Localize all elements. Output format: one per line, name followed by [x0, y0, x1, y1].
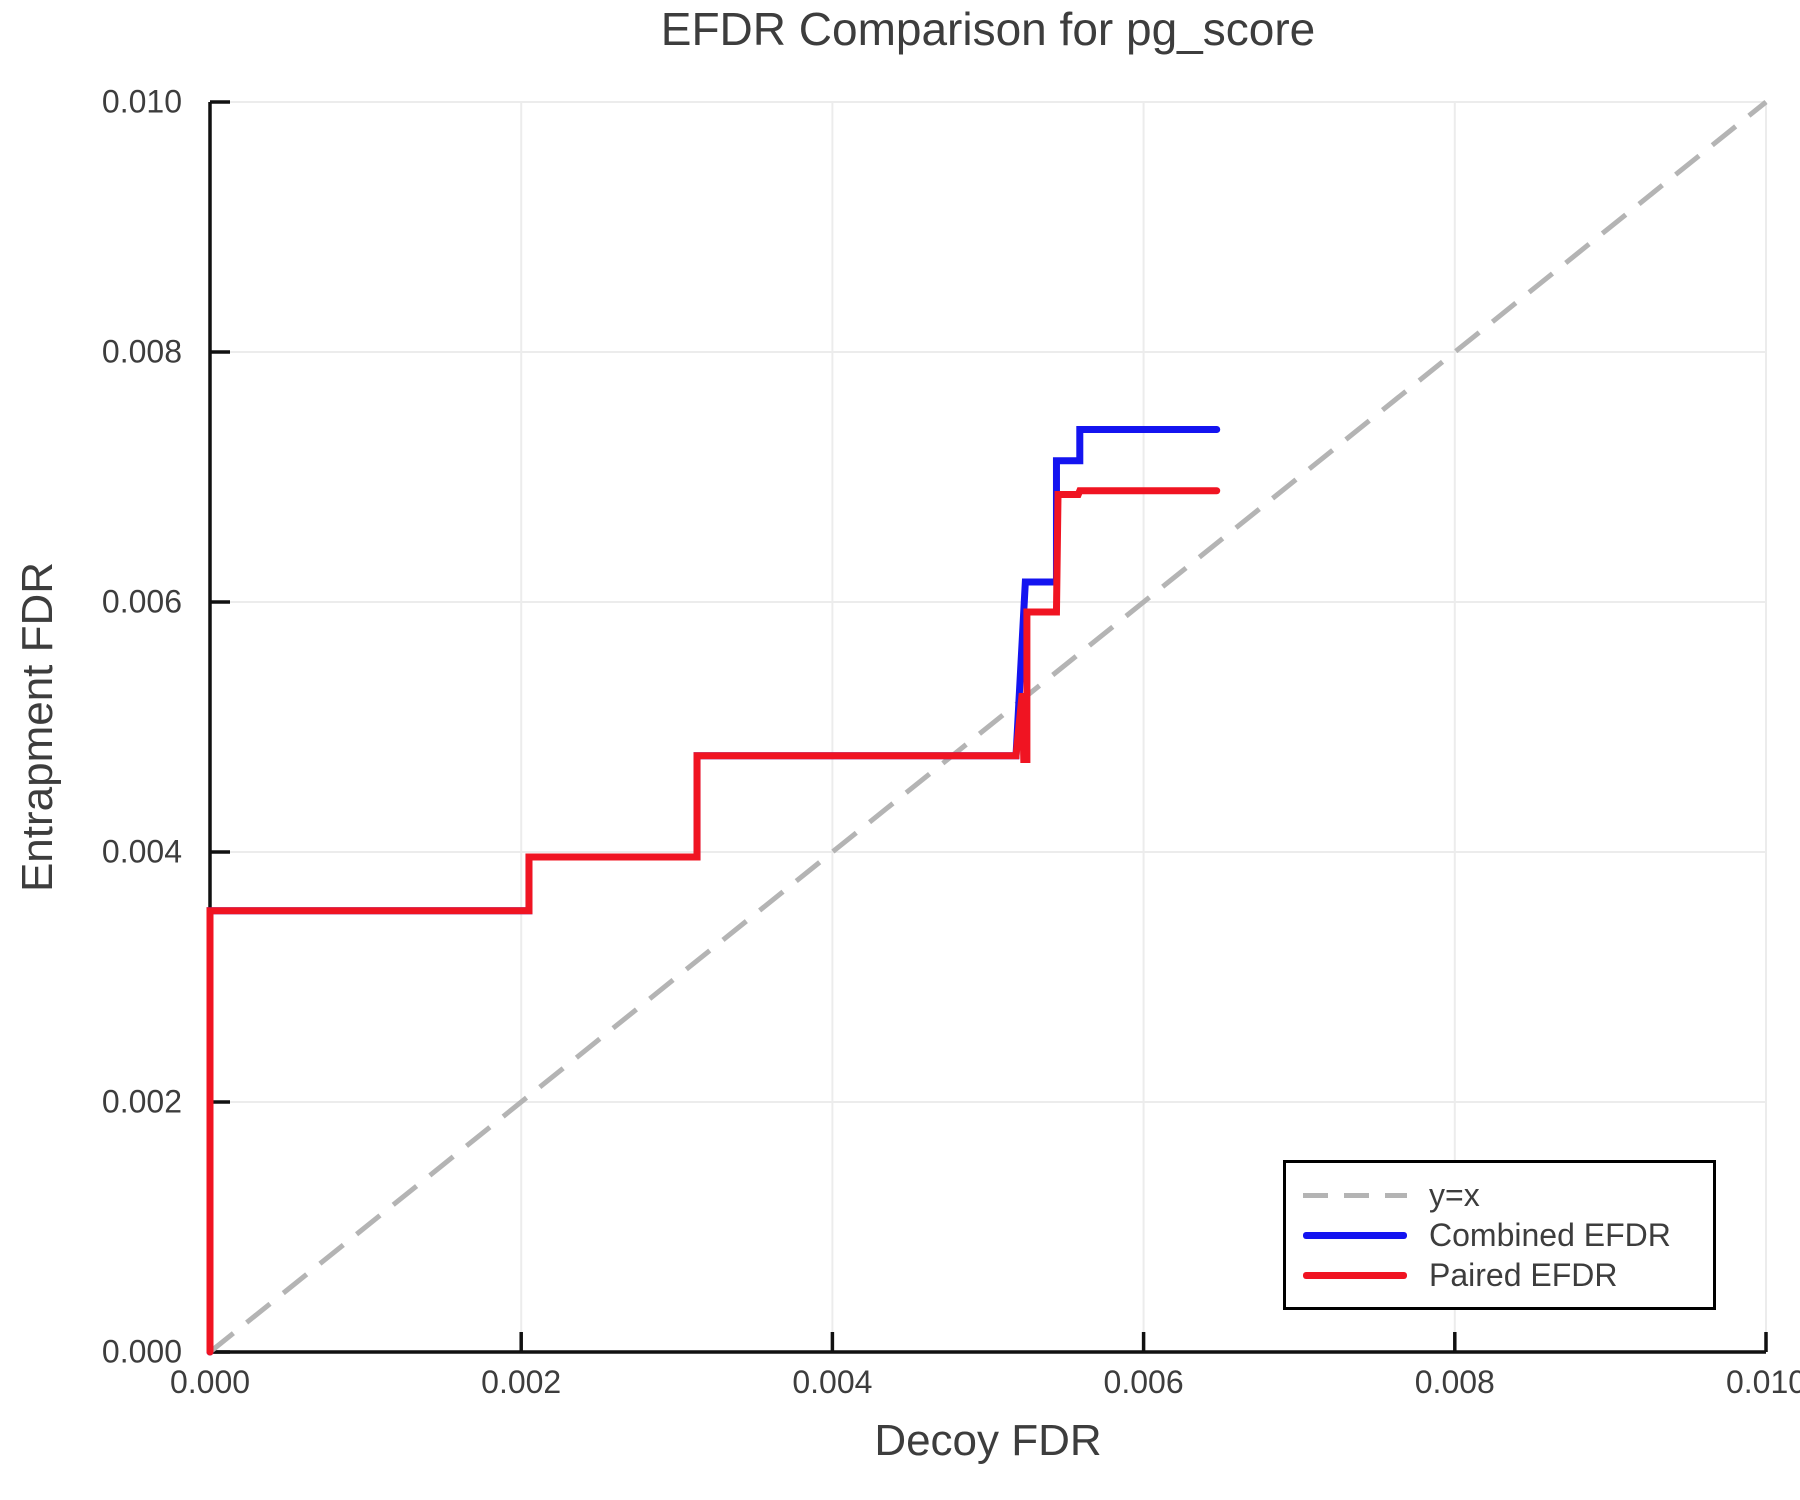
legend-row-paired-efdr: Paired EFDR [1303, 1258, 1713, 1292]
y-tick-label: 0.008 [101, 333, 182, 370]
legend-label-paired-efdr: Paired EFDR [1429, 1257, 1618, 1293]
legend: y=x Combined EFDR Paired EFDR [1283, 1160, 1716, 1310]
y-tick-label: 0.006 [101, 583, 182, 620]
legend-row-combined-efdr: Combined EFDR [1303, 1218, 1713, 1252]
x-axis-label: Decoy FDR [874, 1416, 1102, 1465]
y-tick-label: 0.002 [101, 1083, 182, 1120]
x-tick-label: 0.006 [1103, 1364, 1184, 1400]
y-tick-label: 0.000 [101, 1333, 182, 1370]
series-line-y-x [208, 100, 1768, 1354]
legend-row-yx: y=x [1303, 1178, 1713, 1212]
x-tick-label: 0.002 [481, 1364, 562, 1400]
series-line-combined-efdr [206, 426, 1221, 1356]
red-line-sample [1303, 1271, 1407, 1279]
y-tick-label: 0.010 [101, 83, 182, 120]
dashed-line-sample [1303, 1192, 1407, 1198]
y-tick-label: 0.004 [101, 833, 182, 870]
chart-title: EFDR Comparison for pg_score [660, 3, 1316, 55]
y-axis-label: Entrapment FDR [13, 561, 62, 893]
x-tick-label: 0.008 [1414, 1364, 1495, 1400]
x-tick-label: 0.010 [1725, 1364, 1800, 1400]
x-tick-label: 0.000 [169, 1364, 251, 1400]
legend-label-combined-efdr: Combined EFDR [1429, 1217, 1671, 1253]
series-line-paired-efdr [206, 487, 1221, 1356]
x-tick-label: 0.004 [792, 1364, 873, 1400]
legend-label-yx: y=x [1429, 1177, 1480, 1213]
blue-line-sample [1303, 1231, 1407, 1239]
